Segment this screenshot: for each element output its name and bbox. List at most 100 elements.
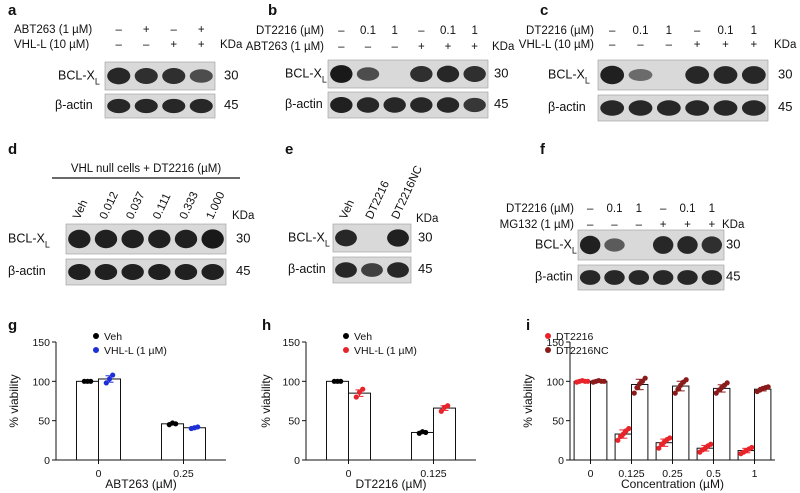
x-tick-label: 0.125 <box>420 468 446 480</box>
molecular-weight: 30 <box>778 67 792 82</box>
blot-band <box>600 65 625 85</box>
panel-label: d <box>8 141 17 158</box>
molecular-weight: 45 <box>494 96 508 111</box>
y-tick-label: 0 <box>294 455 300 467</box>
condition-mark: – <box>694 25 701 37</box>
data-point <box>103 380 109 386</box>
blot-panel-b: b DT2216 (µM) – 0.1 1 – 0.1 1 ABT263 (1 µM) – – – + +… <box>246 2 515 119</box>
condition-mark: + <box>418 41 425 53</box>
blot-band <box>121 263 144 281</box>
data-point <box>445 403 451 409</box>
blot-band <box>134 67 158 85</box>
blot-band <box>656 100 681 116</box>
blot-band <box>335 262 357 278</box>
band-label: BCL-XL <box>535 238 577 256</box>
y-tick-label: 150 <box>282 337 300 349</box>
kda-label: KDa <box>416 213 439 225</box>
blot-band <box>604 270 625 285</box>
condition-mark: – <box>609 39 616 51</box>
condition-mark: 0.1 <box>633 25 649 37</box>
blot-strip <box>577 264 725 291</box>
legend-label: VHL-L (1 µM) <box>354 345 417 357</box>
condition-mark: 0.1 <box>680 203 696 215</box>
condition-label: MG132 (1 µM) <box>500 219 575 231</box>
condition-mark: – <box>587 203 594 215</box>
data-point <box>615 437 621 443</box>
condition-mark: – <box>338 41 345 53</box>
band-label: BCL-XL <box>58 68 100 86</box>
x-tick-label: 0.25 <box>173 468 194 480</box>
y-tick-label: 50 <box>288 416 300 428</box>
condition-mark: 0.1 <box>718 25 734 37</box>
blot-strip <box>597 94 769 122</box>
data-point <box>634 385 640 391</box>
blot-band <box>741 66 766 84</box>
condition-label: DT2216 (µM) <box>256 25 324 37</box>
bar <box>98 378 121 461</box>
condition-mark: – <box>636 219 643 231</box>
panel-label: g <box>8 317 17 334</box>
condition-mark: – <box>666 39 673 51</box>
data-point <box>601 378 607 384</box>
band-label: β-actin <box>55 98 93 112</box>
condition-label: ABT263 (1 µM) <box>246 41 324 53</box>
band-subscript: L <box>95 76 100 86</box>
data-point <box>423 429 429 436</box>
blot-band <box>701 236 723 254</box>
data-point <box>675 386 681 392</box>
panel-label: b <box>268 2 277 19</box>
kda-label: KDa <box>220 39 243 51</box>
data-point <box>106 376 113 382</box>
band-label: BCL-XL <box>548 68 590 86</box>
condition-mark: + <box>198 24 205 36</box>
blot-panel-c: c DT2216 (µM) – 0.1 1 – 0.1 1 VHL-L (10 µM) – – – + +… <box>519 2 797 122</box>
data-point <box>724 380 730 386</box>
condition-mark: – <box>143 39 150 51</box>
blot-strip <box>65 258 227 286</box>
bar <box>713 387 731 461</box>
data-point <box>353 394 359 400</box>
bar <box>590 380 608 461</box>
data-point <box>195 424 201 430</box>
y-axis-title: % viability <box>521 374 535 427</box>
condition-mark: – <box>116 39 123 51</box>
condition-mark: – <box>660 203 667 215</box>
data-point <box>585 378 591 384</box>
data-point <box>749 444 755 451</box>
panel-label: h <box>262 317 271 334</box>
blot-band <box>600 100 625 116</box>
y-axis-title: % viability <box>259 374 273 427</box>
blot-band <box>410 97 433 113</box>
blot-band <box>387 229 409 247</box>
blot-strip <box>577 229 725 261</box>
panel-label: c <box>540 2 548 19</box>
blot-band <box>68 263 91 281</box>
band-label: β-actin <box>8 264 46 278</box>
bar <box>433 407 456 461</box>
blot-band <box>356 97 380 113</box>
blot-band <box>628 69 653 81</box>
blot-band <box>579 235 601 255</box>
legend-marker <box>545 347 551 353</box>
condition-mark: + <box>708 219 715 231</box>
bar <box>411 431 434 461</box>
condition-mark: – <box>637 39 644 51</box>
blot-band <box>94 229 118 249</box>
data-point <box>438 408 444 414</box>
data-point <box>656 445 662 451</box>
blot-panel-a: a ABT263 (1 µM) – + – + VHL-L (10 µM) – – + + KDa BC… <box>8 2 243 119</box>
molecular-weight: 30 <box>236 231 250 246</box>
data-point <box>631 390 637 396</box>
blot-band <box>713 100 738 116</box>
lane-label: 1.000 <box>205 190 228 221</box>
blot-band <box>383 97 406 113</box>
bar <box>754 388 772 461</box>
data-point <box>672 390 678 396</box>
condition-mark: – <box>338 25 345 37</box>
blot-band <box>134 98 158 114</box>
blot-band <box>741 100 766 116</box>
band-label: β-actin <box>548 100 586 114</box>
blot-band <box>201 229 224 249</box>
